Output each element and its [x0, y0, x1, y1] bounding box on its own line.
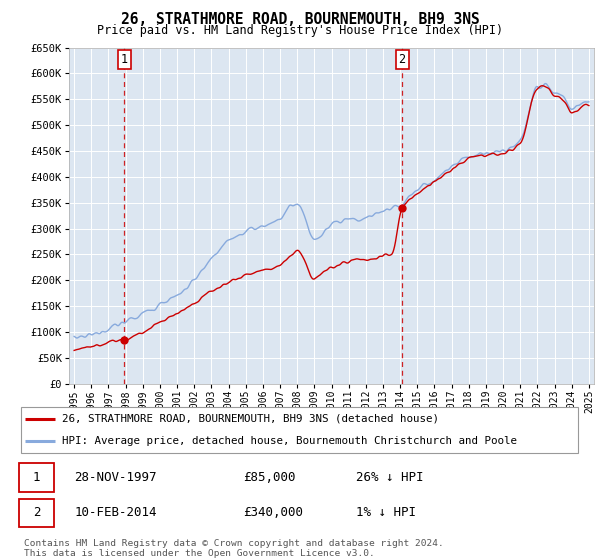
Text: 26% ↓ HPI: 26% ↓ HPI: [356, 471, 424, 484]
Text: HPI: Average price, detached house, Bournemouth Christchurch and Poole: HPI: Average price, detached house, Bour…: [62, 436, 517, 446]
Text: 2: 2: [398, 53, 406, 66]
Text: 26, STRATHMORE ROAD, BOURNEMOUTH, BH9 3NS (detached house): 26, STRATHMORE ROAD, BOURNEMOUTH, BH9 3N…: [62, 414, 439, 424]
Text: Contains HM Land Registry data © Crown copyright and database right 2024.
This d: Contains HM Land Registry data © Crown c…: [24, 539, 444, 558]
Text: 10-FEB-2014: 10-FEB-2014: [74, 506, 157, 520]
Text: £340,000: £340,000: [244, 506, 304, 520]
Text: 1% ↓ HPI: 1% ↓ HPI: [356, 506, 416, 520]
Text: Price paid vs. HM Land Registry's House Price Index (HPI): Price paid vs. HM Land Registry's House …: [97, 24, 503, 37]
FancyBboxPatch shape: [19, 464, 54, 492]
Text: 26, STRATHMORE ROAD, BOURNEMOUTH, BH9 3NS: 26, STRATHMORE ROAD, BOURNEMOUTH, BH9 3N…: [121, 12, 479, 27]
Text: 1: 1: [33, 471, 40, 484]
Text: 1: 1: [121, 53, 128, 66]
FancyBboxPatch shape: [19, 498, 54, 528]
Text: 2: 2: [33, 506, 40, 520]
Text: £85,000: £85,000: [244, 471, 296, 484]
Text: 28-NOV-1997: 28-NOV-1997: [74, 471, 157, 484]
FancyBboxPatch shape: [21, 408, 578, 452]
